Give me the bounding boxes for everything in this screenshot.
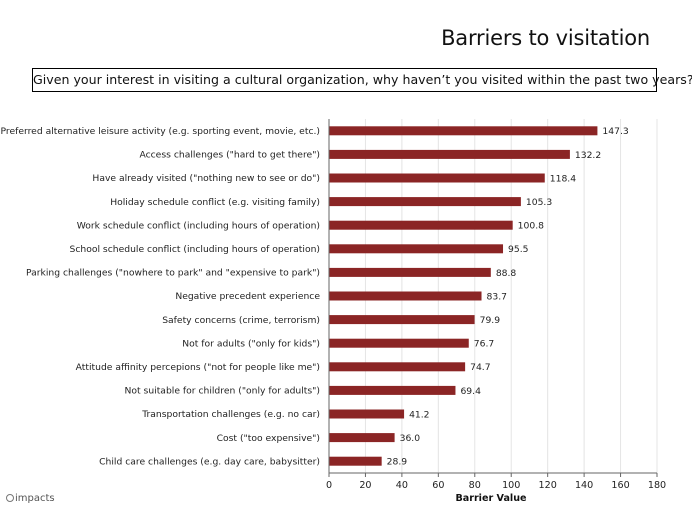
survey-question: Given your interest in visiting a cultur… [32, 68, 692, 92]
bar [329, 126, 598, 136]
category-label: Safety concerns (crime, terrorism) [162, 315, 320, 326]
bar [329, 433, 395, 443]
category-label: Access challenges ("hard to get there") [139, 150, 320, 161]
category-label: Not suitable for children ("only for adu… [125, 386, 320, 397]
x-tick-label: 80 [469, 480, 481, 491]
category-label: Attitude affinity percepions ("not for p… [76, 362, 320, 373]
chart-title: Barriers to visitation [441, 26, 650, 50]
bar [329, 362, 466, 372]
data-label: 83.7 [487, 291, 508, 302]
bar [329, 244, 504, 254]
category-label: School schedule conflict (including hour… [70, 244, 321, 255]
bar [329, 267, 491, 277]
category-label: Preferred alternative leisure activity (… [0, 126, 320, 137]
data-label: 36.0 [400, 433, 421, 444]
data-label: 41.2 [409, 409, 429, 420]
bar [329, 220, 513, 230]
data-label: 118.4 [550, 173, 576, 184]
bar [329, 173, 545, 183]
category-label: Holiday schedule conflict (e.g. visiting… [110, 197, 320, 208]
category-label: Parking challenges ("nowhere to park" an… [26, 268, 320, 279]
data-label: 147.3 [602, 126, 628, 137]
bar [329, 149, 570, 159]
category-label: Have already visited ("nothing new to se… [92, 173, 320, 184]
bar [329, 338, 469, 348]
x-axis-title: Barrier Value [455, 493, 527, 504]
bar [329, 291, 482, 301]
x-tick-label: 100 [502, 480, 520, 491]
data-label: 28.9 [387, 457, 408, 468]
impacts-logo: impacts [6, 493, 55, 504]
x-tick-label: 60 [432, 480, 444, 491]
category-label: Child care challenges (e.g. day care, ba… [99, 456, 320, 467]
x-tick-label: 20 [359, 480, 371, 491]
category-label: Negative precedent experience [175, 291, 320, 302]
data-label: 76.7 [474, 339, 495, 350]
category-label: Not for adults ("only for kids") [182, 338, 320, 349]
bar [329, 456, 382, 466]
bar [329, 197, 521, 207]
category-label: Transportation challenges (e.g. no car) [141, 409, 320, 420]
bar [329, 385, 456, 395]
data-label: 95.5 [508, 244, 529, 255]
x-tick-label: 160 [611, 480, 629, 491]
logo-text: impacts [15, 493, 55, 504]
logo-mark-icon [6, 494, 14, 502]
data-label: 132.2 [575, 150, 601, 161]
data-label: 88.8 [496, 268, 517, 279]
x-tick-label: 140 [575, 480, 593, 491]
data-label: 79.9 [480, 315, 501, 326]
category-label: Cost ("too expensive") [217, 433, 320, 444]
bar [329, 409, 405, 419]
x-tick-label: 120 [539, 480, 557, 491]
x-tick-label: 40 [396, 480, 408, 491]
x-tick-label: 0 [326, 480, 332, 491]
category-label: Work schedule conflict (including hours … [77, 220, 320, 231]
data-label: 105.3 [526, 197, 552, 208]
data-label: 69.4 [460, 386, 481, 397]
data-label: 100.8 [518, 221, 544, 232]
x-tick-label: 180 [648, 480, 666, 491]
bar [329, 315, 475, 325]
data-label: 74.7 [470, 362, 491, 373]
